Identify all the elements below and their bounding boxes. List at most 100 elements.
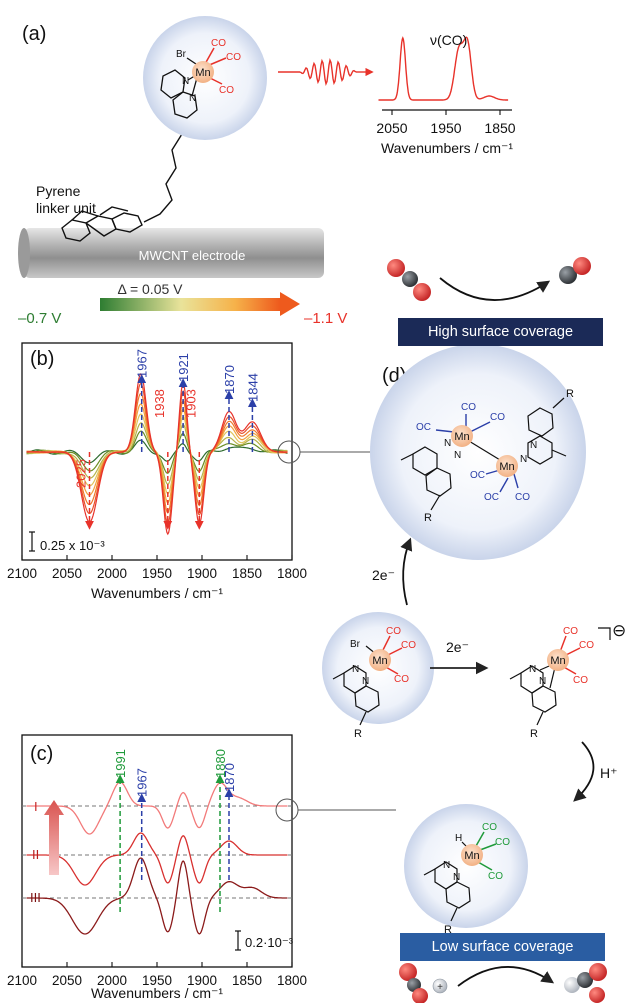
c-tick-label: 1850: [232, 973, 262, 988]
b-peak-label: 1967: [135, 349, 150, 378]
mn-complex-precursor: Mn Br CO CO CO N N R: [332, 626, 416, 740]
n-label: N: [539, 676, 546, 687]
b-spectra-traces: [26, 373, 288, 536]
b-spectrum-trace: [26, 373, 288, 536]
oc-label: OC: [416, 422, 431, 433]
c-spectrum-trace: [26, 857, 288, 935]
co-label: CO: [226, 52, 241, 63]
high-coverage-banner: High surface coverage: [398, 318, 603, 346]
protonation-arrow: [573, 741, 595, 802]
c-peak-label: 1967: [135, 768, 150, 797]
co-label: CO: [488, 871, 503, 882]
b-scale-label: 0.25 x 10⁻³: [40, 538, 105, 553]
c-tick-label: 2100: [7, 973, 37, 988]
r-label: R: [530, 728, 538, 740]
c-tick-label: 1950: [142, 973, 172, 988]
br-label: Br: [350, 639, 361, 650]
n-label: N: [454, 450, 461, 461]
low-coverage-banner: Low surface coverage: [400, 933, 605, 961]
co-label: CO: [461, 402, 476, 413]
mn-complex-a: Mn Br N N CO CO CO: [160, 38, 241, 119]
panel-a-label: (a): [22, 23, 46, 45]
panel-b: –0.7 V Δ = 0.05 V –1.1 V (b) 2025 1967193…: [7, 281, 347, 601]
hydrogen-atom-icon: [432, 978, 448, 994]
a-tick-label: 1850: [484, 120, 515, 136]
trace-label-I: I: [34, 799, 38, 814]
mn-label: Mn: [372, 655, 387, 667]
r-label: R: [444, 924, 452, 936]
b-peak-label: 1903: [183, 389, 198, 418]
mn-label: Mn: [464, 850, 479, 862]
r-label: R: [424, 512, 432, 524]
panel-b-label: (b): [30, 348, 54, 370]
plus-icon: +: [437, 982, 443, 993]
c-tick-label: 1900: [187, 973, 217, 988]
b-tick-label: 2000: [97, 566, 127, 581]
c-scale-label: 0.2·10⁻³: [245, 935, 294, 950]
potential-end: –1.1 V: [304, 310, 347, 327]
b-x-ticks: 2100 2050 2000 1950 1900 1850 1800: [7, 555, 307, 581]
panel-c-label: (c): [30, 743, 53, 765]
mn-label: Mn: [454, 431, 469, 443]
r-label: R: [354, 728, 362, 740]
potential-step: Δ = 0.05 V: [117, 281, 183, 297]
mwcnt-electrode: [24, 228, 324, 278]
trace-label-III: III: [30, 890, 41, 905]
formic-acid-molecule-icon: [564, 963, 607, 1003]
trace-label-II: II: [32, 847, 39, 862]
b-peak-label: 1938: [152, 389, 167, 418]
co-label: CO: [515, 492, 530, 503]
electrode-label: MWCNT electrode: [139, 248, 246, 263]
co-label: CO: [386, 626, 401, 637]
n-label: N: [189, 93, 196, 104]
c-spectra-traces: [26, 781, 288, 935]
panel-a: (a) MWCNT electrode Pyrene linker unit: [18, 16, 516, 278]
mn-dimer: Mn Mn CO CO OC OC OC CO N N N N R R: [400, 388, 574, 524]
co-label: CO: [401, 640, 416, 651]
c-baselines: [22, 805, 292, 899]
a-tick-label: 1950: [430, 120, 461, 136]
n-label: N: [443, 860, 450, 871]
b-tick-label: 2100: [7, 566, 37, 581]
b-tick-label: 1900: [187, 566, 217, 581]
b-tick-label: 1950: [142, 566, 172, 581]
a-xlabel: Wavenumbers / cm⁻¹: [381, 140, 513, 156]
anion-charge-icon: ⊖: [612, 621, 626, 640]
n-label: N: [529, 664, 536, 675]
b-tick-label: 2050: [52, 566, 82, 581]
linker-text-1: Pyrene: [36, 183, 81, 199]
proton-label: H⁺: [600, 765, 618, 781]
c-tick-label: 1800: [277, 973, 307, 988]
alkyl-linker-chain: [143, 133, 183, 223]
co-label: CO: [219, 85, 234, 96]
b-tick-label: 1800: [277, 566, 307, 581]
anion-bracket: [598, 627, 611, 640]
n-label: N: [352, 664, 359, 675]
c-zoom-circle: [275, 798, 299, 822]
co-molecule-icon: [559, 257, 591, 284]
co-label: CO: [495, 837, 510, 848]
b-peak-label: 1870: [222, 365, 237, 394]
co-label: CO: [211, 38, 226, 49]
mn-atom: [192, 61, 214, 83]
ir-wave-icon: [299, 57, 357, 87]
electrons-label-right: 2e⁻: [446, 639, 469, 655]
a-x-ticks: 2050 1950 1850: [376, 110, 516, 136]
panel-d: (d): [298, 257, 626, 1003]
c-spectrum-trace: [26, 832, 288, 886]
co2-to-formate-arrow: [457, 966, 555, 987]
electrode-end-cap: [18, 228, 30, 278]
co-label: CO: [394, 674, 409, 685]
pyrene-molecule-icon: [61, 206, 143, 242]
n-label: N: [182, 76, 189, 87]
potential-start: –0.7 V: [18, 310, 61, 327]
mn-anion: Mn CO CO CO N N R: [509, 626, 594, 740]
co-label: CO: [563, 626, 578, 637]
c-peak-label: 1880: [213, 749, 228, 778]
n-label: N: [530, 440, 537, 451]
r-label: R: [566, 388, 574, 400]
b-peak-label: 1921: [176, 353, 191, 382]
